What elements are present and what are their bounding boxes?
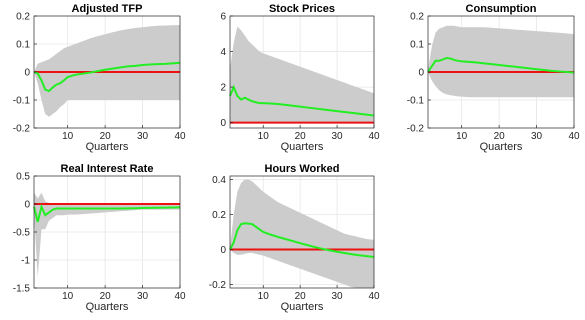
y-tick-label: -1.5 [13, 284, 31, 295]
x-tick-label: 10 [62, 291, 74, 302]
confidence-band [230, 26, 374, 123]
y-tick-label: -1 [21, 256, 30, 267]
y-tick-label: 0.2 [410, 12, 424, 23]
panel-title: Consumption [466, 3, 537, 15]
y-tick-label: 4 [220, 47, 226, 58]
x-tick-label: 10 [258, 131, 270, 142]
x-tick-label: 40 [368, 291, 380, 302]
y-tick-label: -0.2 [407, 124, 425, 135]
x-axis-label: Quarters [281, 301, 324, 313]
y-tick-label: 0.2 [212, 210, 226, 221]
y-tick-label: 0 [24, 200, 30, 211]
y-tick-label: 0 [220, 118, 226, 129]
response-line [229, 84, 375, 117]
panel-title: Stock Prices [269, 3, 335, 15]
x-axis-label: Quarters [480, 141, 523, 153]
x-tick-label: 10 [258, 291, 270, 302]
y-tick-label: 0.5 [16, 172, 30, 183]
axes-box [229, 175, 375, 289]
panel-3: 10 20 30 40 -1.5 -1 -0.5 0 0.5 Real Interest Rate… [13, 163, 186, 313]
x-tick-label: 30 [137, 131, 149, 142]
y-tick-label: 0 [418, 68, 424, 79]
y-tick-label: -0.5 [13, 228, 31, 239]
y-tick-label: -0.1 [13, 96, 31, 107]
x-tick-label: 20 [100, 291, 112, 302]
y-tick-label: 0 [220, 245, 226, 256]
response-line [33, 61, 181, 93]
y-tick-label: -0.2 [13, 124, 31, 135]
x-tick-label: 10 [456, 131, 468, 142]
x-tick-label: 20 [100, 131, 112, 142]
x-axis-label: Quarters [86, 141, 129, 153]
y-tick-label: 0.4 [212, 175, 226, 186]
y-tick-label: 2 [220, 83, 226, 94]
response-line [427, 56, 575, 74]
response-line [33, 203, 181, 223]
x-axis-label: Quarters [281, 141, 324, 153]
x-tick-label: 20 [295, 131, 307, 142]
y-tick-label: 0.2 [16, 12, 30, 23]
axes-box [229, 15, 375, 129]
x-tick-label: 30 [531, 131, 543, 142]
panel-4: 10 20 30 40 -0.2 0 0.2 0.4 Hours Worked Quarters [209, 163, 380, 313]
panel-1: 10 20 30 40 0 2 4 6 Stock Prices Quarters [220, 3, 380, 153]
x-tick-label: 30 [332, 131, 344, 142]
panel-title: Hours Worked [265, 163, 340, 175]
x-tick-label: 40 [174, 131, 186, 142]
y-tick-label: 6 [220, 12, 226, 23]
x-tick-label: 40 [568, 131, 580, 142]
confidence-band [428, 25, 574, 98]
confidence-band [34, 192, 180, 277]
confidence-band [230, 179, 374, 288]
y-tick-label: -0.2 [209, 280, 227, 291]
x-tick-label: 40 [174, 291, 186, 302]
x-tick-label: 40 [368, 131, 380, 142]
response-line [229, 222, 375, 259]
x-tick-label: 30 [332, 291, 344, 302]
y-tick-label: 0.1 [16, 40, 30, 51]
x-tick-label: 10 [62, 131, 74, 142]
x-axis-label: Quarters [86, 301, 129, 313]
x-tick-label: 20 [494, 131, 506, 142]
y-tick-label: -0.1 [407, 96, 425, 107]
confidence-band [34, 24, 180, 117]
panel-title: Adjusted TFP [72, 3, 143, 15]
panel-0: 10 20 30 40 -0.2 -0.1 0 0.1 0.2 Adjusted TFP Quart… [13, 3, 186, 153]
y-tick-label: 0 [24, 68, 30, 79]
panel-title: Real Interest Rate [61, 163, 154, 175]
x-tick-label: 20 [295, 291, 307, 302]
x-tick-label: 30 [137, 291, 149, 302]
y-tick-label: 0.1 [410, 40, 424, 51]
panel-2: 10 20 30 40 -0.2 -0.1 0 0.1 0.2 Consumption Quarte… [407, 3, 580, 153]
